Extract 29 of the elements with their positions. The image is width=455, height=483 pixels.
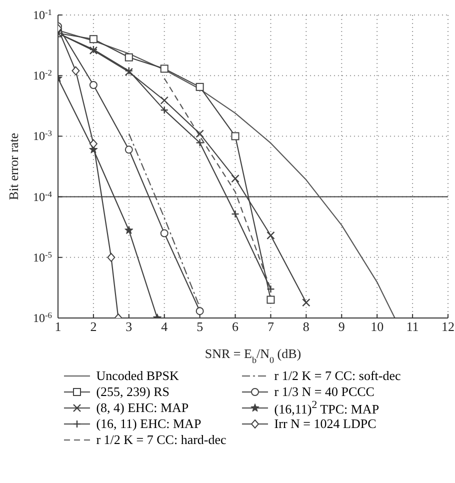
y-tick-label: 10$^{-2}$ [33,68,52,83]
legend-label: r 1/2 K = 7 CC: hard-dec [96,432,226,448]
x-tick-label: 3 [126,319,132,334]
legend-label: r 1/3 N = 40 PCCC [274,384,374,400]
x-tick-label: 10 [370,319,384,334]
y-tick-label: 10$^{-1}$ [33,8,52,22]
y-axis-title: Bit error rate [6,132,21,200]
x-tick-label: 4 [161,319,168,334]
y-tick-label: 10$^{-5}$ [33,250,52,264]
legend-label: Irr N = 1024 LDPC [274,416,376,432]
legend-label: Uncoded BPSK [96,368,179,384]
legend-label: r 1/2 K = 7 CC: soft-dec [274,368,401,384]
x-tick-label: 5 [196,319,204,334]
x-tick-label: 9 [338,319,345,334]
legend-label: (16, 11) EHC: MAP [96,416,202,432]
x-tick-label: 8 [302,319,310,334]
x-tick-label: 1 [54,319,62,334]
x-axis-title: SNR = E$_{b}$/N$_{0}$ (dB) [204,346,302,365]
x-tick-label: 7 [267,319,274,334]
y-tick-label: 10$^{-4}$ [33,189,53,204]
x-tick-label: 11 [406,319,419,334]
y-tick-label: 10$^{-6}$ [33,310,52,325]
x-tick-label: 6 [232,319,240,334]
x-tick-label: 12 [442,319,454,334]
y-tick-label: 10$^{-3}$ [33,128,52,144]
legend-label: (16,11)$^{2}$ TPC: MAP [274,398,380,418]
legend-label: (255, 239) RS [96,384,170,400]
legend-label: (8, 4) EHC: MAP [96,400,189,416]
x-tick-label: 2 [90,319,97,334]
